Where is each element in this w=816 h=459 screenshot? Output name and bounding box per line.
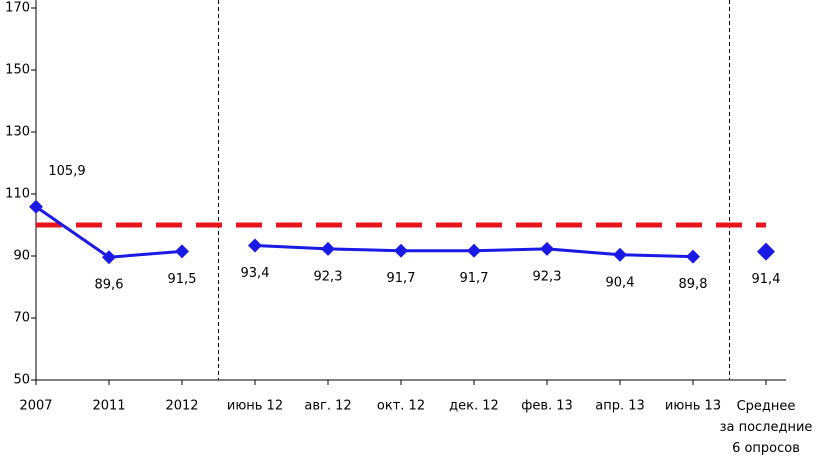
- x-tick-label: июнь 12: [227, 399, 283, 414]
- marker: [248, 238, 262, 253]
- y-tick-label: 130: [5, 125, 30, 140]
- marker: [467, 243, 481, 258]
- x-tick-label: фев. 13: [521, 399, 573, 414]
- marker: [175, 244, 189, 259]
- data-label: 91,4: [752, 272, 781, 287]
- x-tick-label: Среднее за последние 6 опросов: [720, 399, 813, 456]
- data-label: 89,8: [679, 277, 708, 292]
- marker: [757, 242, 775, 261]
- tick-label-line: Среднее: [737, 399, 796, 414]
- x-tick-label: июнь 13: [665, 399, 721, 414]
- x-tick-label: 2011: [92, 399, 125, 414]
- x-tick-label: 2007: [19, 399, 52, 414]
- data-label: 92,3: [314, 269, 343, 284]
- x-tick-label: 2012: [165, 399, 198, 414]
- marker: [321, 241, 335, 256]
- y-tick-label: 50: [13, 373, 30, 388]
- x-tick-label: апр. 13: [595, 399, 645, 414]
- tick-label-line: 6 опросов: [732, 441, 800, 456]
- x-tick-label: авг. 12: [304, 399, 351, 414]
- data-label: 93,4: [241, 266, 270, 281]
- y-tick-label: 70: [13, 311, 30, 326]
- marker: [29, 199, 43, 214]
- y-tick-label: 170: [5, 1, 30, 16]
- data-label: 91,5: [168, 272, 197, 287]
- y-tick-label: 150: [5, 63, 30, 78]
- marker: [613, 247, 627, 262]
- series-line: [35, 205, 183, 259]
- data-label: 89,6: [95, 278, 124, 293]
- data-label: 92,3: [533, 269, 562, 284]
- x-tick-label: окт. 12: [377, 399, 425, 414]
- marker: [102, 250, 116, 265]
- marker: [686, 249, 700, 264]
- data-label: 91,7: [460, 271, 489, 286]
- marker: [394, 243, 408, 258]
- marker: [540, 241, 554, 256]
- data-label: 90,4: [606, 275, 635, 290]
- y-tick-label: 90: [13, 249, 30, 264]
- tick-label-line: за последние: [720, 420, 813, 435]
- x-tick-label: дек. 12: [449, 399, 499, 414]
- data-label: 91,7: [387, 271, 416, 286]
- y-tick-label: 110: [5, 187, 30, 202]
- data-label: 105,9: [48, 164, 85, 179]
